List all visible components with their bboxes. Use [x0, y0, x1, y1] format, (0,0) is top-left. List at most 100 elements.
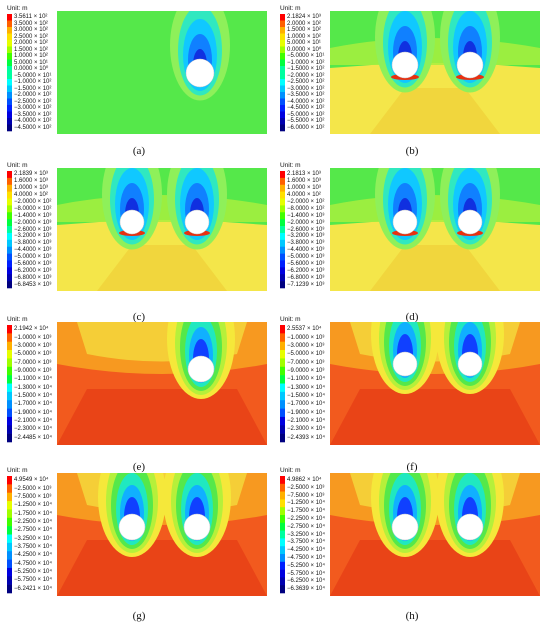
legend-tick-label: 3.5000 × 10² — [14, 20, 48, 27]
legend-tick-label: −4.7500 × 10⁴ — [287, 554, 325, 561]
legend-tick-label: −7.1239 × 10³ — [287, 281, 325, 288]
legend-swatch — [7, 92, 12, 99]
legend-swatch — [7, 27, 12, 34]
legend-tick-label: −1.1000 × 10⁴ — [14, 376, 52, 383]
legend-tick-label: −4.2500 × 10⁴ — [14, 552, 52, 559]
legend-swatch — [7, 184, 12, 192]
legend-swatch — [7, 281, 12, 289]
legend-swatch — [7, 542, 12, 552]
legend-tick-label: −3.2000 × 10³ — [287, 233, 325, 240]
legend-swatch — [7, 358, 12, 368]
legend-swatch — [7, 425, 12, 434]
legend-tick-label: −1.7500 × 10⁴ — [14, 510, 52, 517]
legend-tick-label: 2.1942 × 10⁴ — [14, 326, 49, 333]
legend-swatch — [7, 118, 12, 125]
legend-swatch — [280, 358, 285, 368]
legend-swatch — [280, 554, 285, 563]
legend-tick-label: −4.7500 × 10⁴ — [14, 560, 52, 567]
legend-swatch — [280, 350, 285, 359]
legend-swatch — [280, 408, 285, 418]
legend-tick-label: −3.7500 × 10⁴ — [14, 544, 52, 551]
legend-swatch — [280, 433, 285, 443]
legend-unit-label: Unit: m — [7, 162, 28, 169]
legend-tick-label: 0.0000 × 10⁰ — [287, 46, 322, 53]
legend-tick-label: −1.3000 × 10⁴ — [287, 384, 325, 391]
legend-swatch — [280, 27, 285, 34]
legend-swatch — [7, 408, 12, 418]
legend-swatch — [280, 53, 285, 60]
legend-swatch — [280, 561, 285, 570]
legend-swatch — [280, 59, 285, 67]
legend-unit-label: Unit: m — [280, 5, 301, 12]
legend-swatch — [280, 333, 285, 343]
legend-tick-label: 4.0000 × 10² — [287, 192, 321, 199]
legend-swatch — [280, 177, 285, 186]
panel-caption: (a) — [132, 145, 146, 157]
legend-unit-label: Unit: m — [280, 162, 301, 169]
legend-tick-label: −6.8453 × 10³ — [14, 281, 52, 288]
legend-tick-label: 1.6000 × 10³ — [14, 178, 48, 185]
legend-tick-label: −1.2500 × 10⁴ — [287, 500, 325, 507]
panel-e: Unit: m 2.1942 × 10⁴ −1.0000 × 10³ −3.0000 … — [5, 314, 273, 475]
panel-b: Unit: m 2.1824 × 10³ 2.0000 × 10² 1.5000 × … — [278, 3, 546, 159]
legend-tick-label: 4.9862 × 10⁴ — [287, 476, 322, 483]
legend-tick-label: −6.0000 × 10² — [287, 124, 325, 131]
legend-tick-label: −2.0000 × 10² — [14, 198, 52, 205]
legend-tick-label: −4.2500 × 10⁴ — [287, 547, 325, 554]
panel-caption: (d) — [405, 311, 419, 323]
legend-swatch — [280, 366, 285, 376]
legend-swatch — [7, 72, 12, 80]
legend-swatch — [7, 253, 12, 261]
legend-swatch — [7, 559, 12, 569]
legend-swatch — [280, 491, 285, 500]
legend-swatch — [280, 33, 285, 41]
legend-tick-label: −1.0000 × 10³ — [14, 334, 52, 341]
contour-plot-e — [7, 322, 267, 445]
legend-swatch — [7, 177, 12, 186]
legend-swatch — [7, 191, 12, 199]
legend-swatch — [280, 105, 285, 112]
legend-tick-label: −1.1000 × 10⁴ — [287, 376, 325, 383]
legend-tick-label: −8.0000 × 10² — [287, 205, 325, 212]
legend-tick-label: −5.7500 × 10⁴ — [14, 577, 52, 584]
legend-swatch — [280, 391, 285, 401]
legend-tick-label: 1.0000 × 10³ — [287, 185, 321, 192]
legend-tick-label: −2.5000 × 10³ — [14, 485, 52, 492]
legend-tick-label: 2.5537 × 10⁴ — [287, 326, 322, 333]
legend-swatch — [280, 476, 285, 485]
legend-swatch — [280, 483, 285, 492]
legend-tick-label: −7.0000 × 10³ — [287, 359, 325, 366]
legend-tick-label: 1.0000 × 10³ — [14, 185, 48, 192]
legend-swatch — [280, 585, 285, 594]
legend-swatch — [280, 232, 285, 241]
legend-tick-label: −6.2000 × 10³ — [14, 267, 52, 274]
legend-swatch — [280, 191, 285, 199]
legend-swatch — [7, 492, 12, 502]
panel-a: Unit: m 3.5611 × 10² 3.5000 × 10² 3.0000 × … — [5, 3, 273, 159]
tunnel-opening — [119, 209, 145, 235]
legend-swatch — [7, 366, 12, 376]
legend-tick-label: 1.0000 × 10² — [14, 53, 48, 60]
legend-tick-label: −3.5000 × 10² — [14, 111, 52, 118]
legend-swatch — [280, 205, 285, 213]
tunnel-opening — [392, 351, 418, 377]
legend-tick-label: −7.5000 × 10³ — [287, 492, 325, 499]
legend-tick-label: 1.5000 × 10² — [14, 46, 48, 53]
legend-swatch — [280, 124, 285, 132]
legend-tick-label: −1.5000 × 10² — [287, 66, 325, 73]
legend-tick-label: −1.0000 × 10² — [287, 59, 325, 66]
legend-tick-label: 2.1824 × 10³ — [287, 14, 321, 21]
legend-swatch — [280, 246, 285, 254]
legend-tick-label: 1.5000 × 10² — [287, 27, 321, 34]
legend-tick-label: −4.4000 × 10³ — [14, 247, 52, 254]
legend-tick-label: 2.5000 × 10² — [14, 33, 48, 40]
legend-swatch — [7, 267, 12, 275]
legend-tick-label: −2.0000 × 10² — [287, 198, 325, 205]
legend-swatch — [7, 205, 12, 213]
legend-unit-label: Unit: m — [280, 467, 301, 474]
legend-tick-label: 4.9549 × 10⁴ — [14, 477, 49, 484]
legend-tick-label: −1.9000 × 10⁴ — [14, 409, 52, 416]
legend-swatch — [280, 538, 285, 547]
legend-tick-label: −2.6000 × 10³ — [287, 226, 325, 233]
legend-tick-label: −5.0000 × 10³ — [14, 351, 52, 358]
